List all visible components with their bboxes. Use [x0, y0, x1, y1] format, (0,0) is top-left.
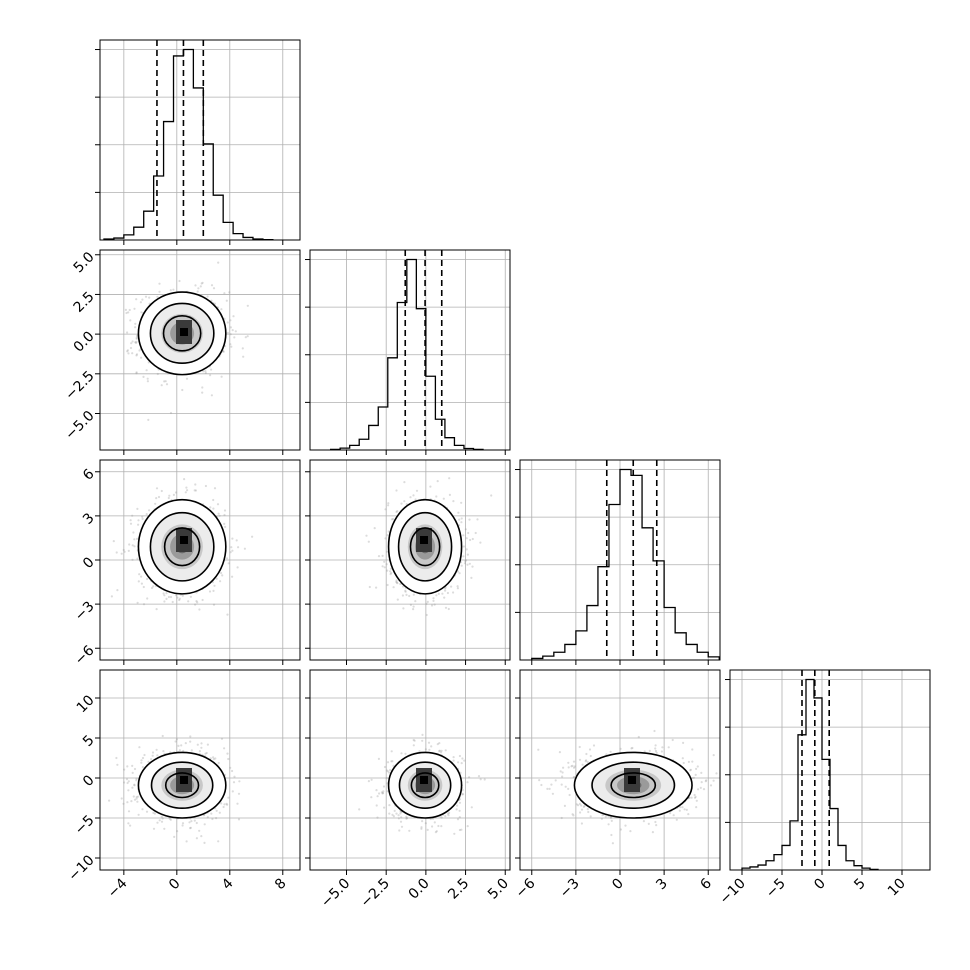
- histogram-steps: [741, 678, 879, 871]
- histogram-steps: [103, 48, 274, 241]
- histogram-panel-3: [515, 459, 721, 665]
- panel-frame: [309, 459, 511, 661]
- x-tick-label: −3: [557, 876, 583, 902]
- x-tick-label: −6: [513, 875, 539, 901]
- contour-line: [387, 751, 463, 819]
- density-block: [420, 776, 428, 784]
- density-panel-4-3: −6 −3 0 3 6: [513, 669, 721, 902]
- x-tick-label: 5: [851, 876, 869, 894]
- y-tick-label: 3: [80, 510, 98, 528]
- contour-line: [610, 772, 657, 799]
- histogram-steps: [531, 468, 720, 660]
- x-tick-label: −5: [763, 876, 789, 902]
- density-block: [420, 536, 428, 544]
- panel-frame: [309, 249, 511, 451]
- panel-frame: [99, 249, 301, 451]
- contour-line: [573, 751, 693, 819]
- density-panel-3-2: [305, 459, 511, 665]
- contour-line: [149, 302, 215, 365]
- density-panel-4-2: −5.0 −2.5 0.0 2.5 5.0: [305, 669, 512, 911]
- y-tick-label: 6: [80, 466, 98, 484]
- density-panel-3-1: −6 −3 0 3 6: [72, 459, 301, 669]
- panel-frame: [99, 39, 301, 241]
- contour-line: [410, 772, 440, 799]
- y-tick-label: 5: [80, 732, 98, 750]
- x-tick-label: −10: [717, 876, 749, 908]
- contour-line: [150, 761, 214, 810]
- x-tick-label: 3: [653, 876, 671, 894]
- x-tick-label: 6: [697, 875, 715, 893]
- x-tick-label: 0: [811, 876, 829, 894]
- y-tick-label: 0: [80, 554, 98, 572]
- x-tick-label: 10: [885, 876, 909, 900]
- contour-line: [149, 511, 215, 582]
- y-tick-label: 2.5: [71, 289, 98, 316]
- density-panel-4-1: −4 0 4 8 −10 −5 0 5 10: [65, 669, 301, 901]
- contour-line: [137, 751, 227, 819]
- x-tick-label: −4: [105, 875, 131, 901]
- panel-frame: [519, 459, 721, 661]
- y-tick-label: 10: [74, 692, 98, 716]
- panel-frame: [99, 669, 301, 871]
- y-tick-label: −5: [72, 812, 98, 838]
- density-block: [180, 536, 188, 544]
- density-panel-2-1: −5.0 −2.5 0.0 2.5 5.0: [62, 249, 301, 455]
- x-tick-label: −2.5: [358, 876, 393, 911]
- histogram-panel-1: [95, 39, 301, 245]
- panel-frame: [309, 669, 511, 871]
- contour-line: [398, 761, 452, 810]
- y-tick-label: 0.0: [71, 328, 98, 355]
- contour-line: [409, 527, 441, 567]
- panel-frame: [519, 669, 721, 871]
- density-block: [180, 328, 188, 336]
- histogram-panel-2: [305, 249, 511, 455]
- x-tick-label: 5.0: [485, 876, 512, 903]
- density-block: [180, 776, 188, 784]
- histogram-panel-4: −10 −5 0 5 10: [717, 669, 931, 908]
- y-tick-label: −6: [72, 643, 98, 669]
- y-tick-label: 5.0: [71, 249, 98, 276]
- y-tick-label: −3: [72, 598, 98, 624]
- panel-frame: [99, 459, 301, 661]
- y-tick-label: −10: [65, 852, 97, 884]
- contour-line: [397, 511, 453, 582]
- contour-line: [137, 291, 227, 376]
- y-tick-label: −5.0: [62, 408, 97, 443]
- histogram-steps: [329, 258, 484, 451]
- contour-line: [163, 527, 201, 567]
- density-block: [628, 776, 636, 784]
- contour-line: [591, 761, 676, 810]
- y-tick-label: 0: [80, 772, 98, 790]
- x-tick-label: 0.0: [406, 876, 433, 903]
- contour-line: [387, 498, 463, 595]
- contour-line: [137, 498, 227, 595]
- panel-frame: [729, 669, 931, 871]
- x-tick-label: 2.5: [445, 876, 472, 903]
- x-tick-label: −5.0: [318, 876, 353, 911]
- x-tick-label: 0: [609, 876, 627, 894]
- x-tick-label: 4: [219, 875, 237, 893]
- y-tick-label: −2.5: [62, 368, 97, 403]
- x-tick-label: 0: [166, 876, 184, 894]
- contour-line: [164, 772, 200, 799]
- x-tick-label: 8: [272, 876, 290, 894]
- contour-line: [162, 315, 202, 352]
